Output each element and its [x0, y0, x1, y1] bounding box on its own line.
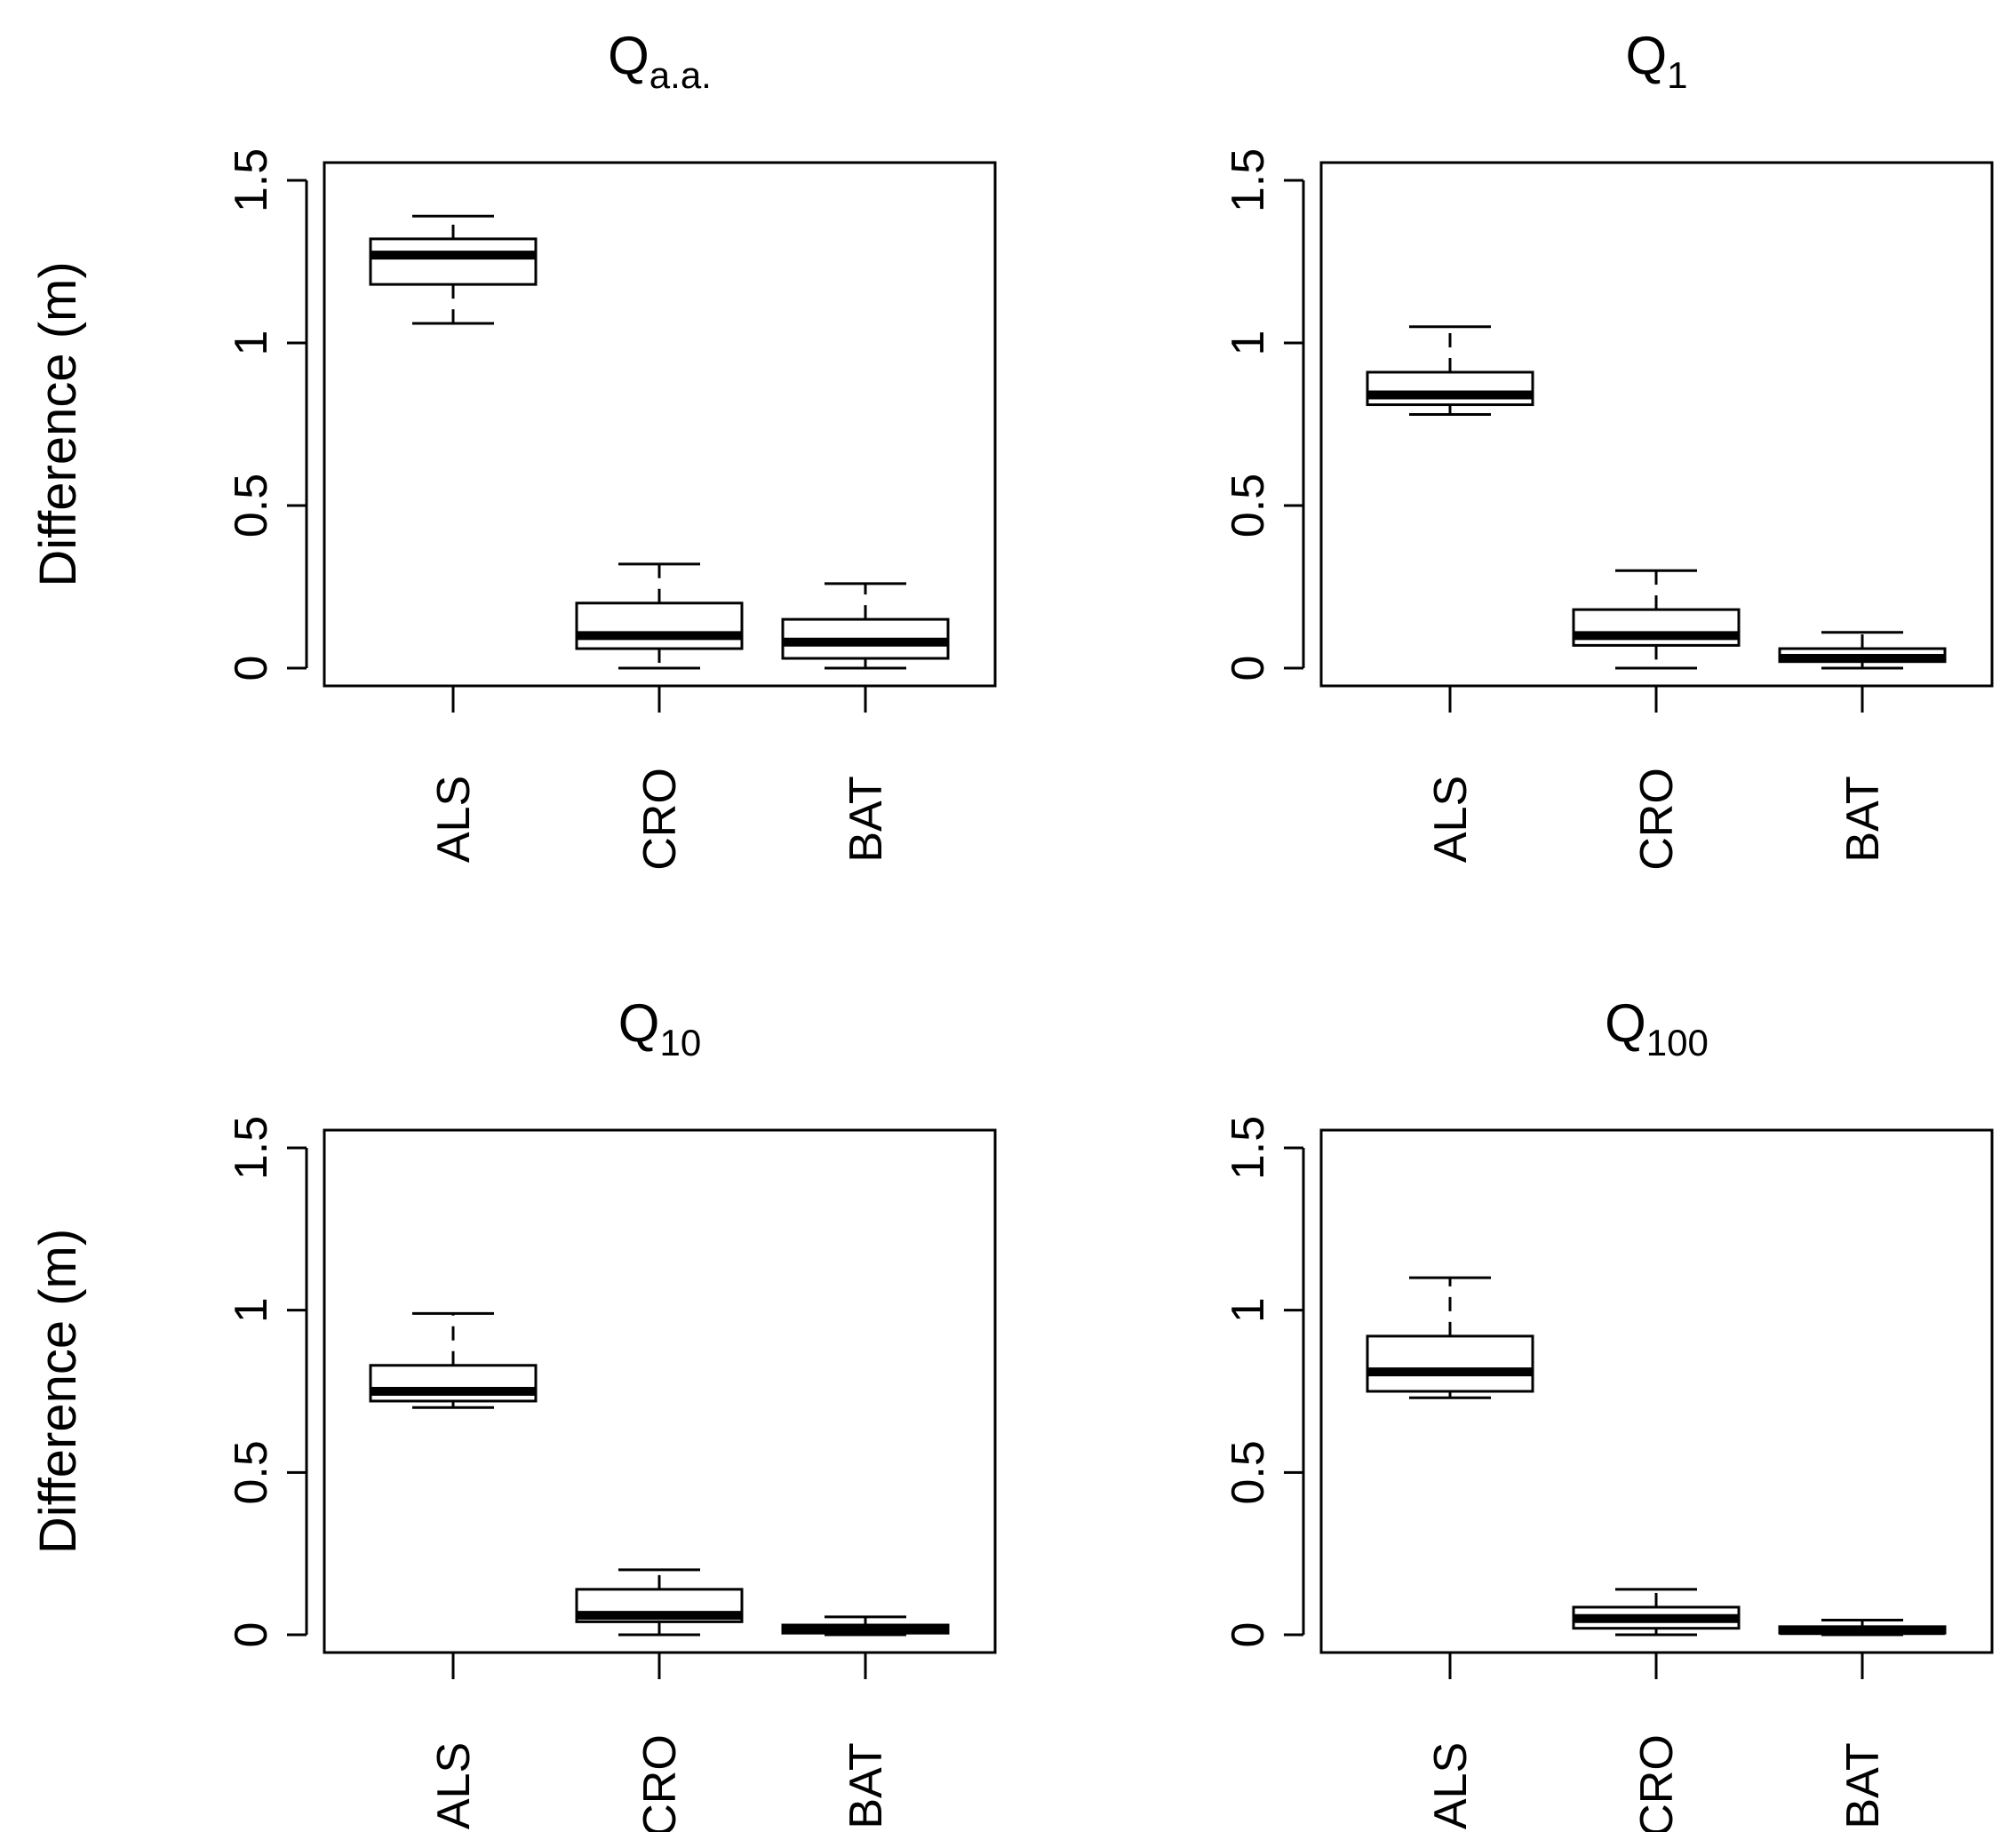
x-tick-label: CRO	[1631, 1734, 1683, 1832]
y-tick-label: 1.5	[1223, 148, 1274, 212]
box-ALS	[1366, 325, 1534, 417]
box-CRO	[575, 562, 744, 670]
panel-title: Qa.a.	[608, 26, 712, 96]
box-ALS	[1366, 1276, 1534, 1399]
box-BAT	[1778, 1619, 1947, 1637]
y-tick-label: 1	[1223, 331, 1274, 356]
x-tick-label: BAT	[841, 1742, 892, 1828]
x-tick-label: CRO	[634, 1734, 686, 1832]
y-tick-label: 1.5	[226, 1116, 277, 1180]
box-iqr	[575, 601, 744, 650]
panel-1: Q1 0 0.5 1 1.5 ALS CRO BAT	[1223, 26, 1994, 871]
x-tick-label: CRO	[1631, 768, 1683, 871]
box-ALS	[369, 214, 538, 325]
box-BAT	[1778, 631, 1947, 670]
y-tick-label: 0.5	[1223, 1440, 1274, 1504]
y-axis-label: Difference (m)	[29, 261, 87, 586]
panel-title: Q100	[1605, 993, 1709, 1063]
y-tick-label: 0	[1223, 656, 1274, 681]
panel-title: Q10	[618, 993, 701, 1063]
box-CRO	[1572, 1588, 1741, 1637]
y-tick-label: 0.5	[226, 1440, 277, 1504]
y-tick-label: 1	[226, 331, 277, 356]
y-tick-label: 1.5	[1223, 1116, 1274, 1180]
y-axis-label: Difference (m)	[29, 1229, 87, 1554]
panel-2: Q10 0 0.5 1 1.5 Difference (m) ALS CRO BAT	[29, 993, 997, 1832]
y-tick-label: 0.5	[1223, 474, 1274, 538]
box-iqr	[1366, 1334, 1534, 1393]
box-iqr	[369, 237, 538, 286]
y-tick-label: 0	[226, 656, 277, 681]
x-tick-label: BAT	[841, 776, 892, 862]
panel-title: Q1	[1625, 26, 1687, 96]
y-tick-label: 1	[1223, 1297, 1274, 1323]
x-tick-label: CRO	[634, 768, 686, 871]
box-iqr	[1366, 370, 1534, 407]
panel-3: Q100 0 0.5 1 1.5 ALS CRO BAT	[1223, 993, 1994, 1832]
x-tick-label: ALS	[1425, 1742, 1477, 1829]
y-tick-label: 0	[1223, 1622, 1274, 1648]
x-tick-label: BAT	[1837, 776, 1889, 862]
box-BAT	[781, 582, 950, 670]
x-tick-label: ALS	[1425, 776, 1477, 863]
box-CRO	[1572, 569, 1741, 670]
panel-0: Qa.a. 0 0.5 1 1.5 Difference (m) ALS CRO BAT	[29, 26, 997, 871]
box-BAT	[781, 1615, 950, 1637]
x-tick-label: ALS	[428, 1742, 480, 1829]
box-ALS	[369, 1311, 538, 1409]
y-tick-label: 1	[226, 1297, 277, 1323]
y-tick-label: 1.5	[226, 148, 277, 212]
x-tick-label: ALS	[428, 776, 480, 863]
x-tick-label: BAT	[1837, 1742, 1889, 1828]
y-tick-label: 0.5	[226, 474, 277, 538]
y-tick-label: 0	[226, 1622, 277, 1648]
box-CRO	[575, 1568, 744, 1637]
